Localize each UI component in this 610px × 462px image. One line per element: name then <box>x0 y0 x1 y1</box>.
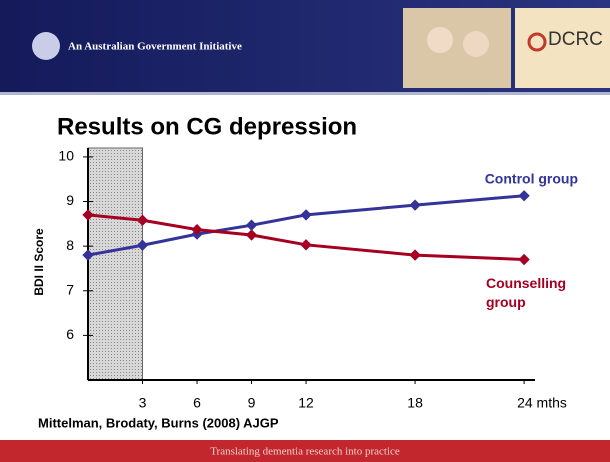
y-tick-label: 8 <box>66 237 74 253</box>
point-marker <box>300 239 312 251</box>
point-marker <box>136 239 149 251</box>
x-tick-label: 24 mths <box>517 395 567 411</box>
x-tick-label: 18 <box>407 395 423 411</box>
point-marker <box>245 219 258 231</box>
chart-title: Results on CG depression <box>57 113 357 140</box>
point-marker <box>136 214 149 226</box>
logo-text: DCRC <box>548 29 603 50</box>
point-marker <box>518 190 530 202</box>
point-marker <box>409 249 421 261</box>
x-tick-label: 9 <box>248 395 256 411</box>
footer-text: Translating dementia research into pract… <box>210 446 400 458</box>
footer-band <box>0 440 610 462</box>
crest <box>32 32 60 60</box>
shaded-region <box>87 147 144 381</box>
y-tick-label: 10 <box>58 148 74 164</box>
point-marker <box>245 229 258 241</box>
y-axis-label: BDI II Score <box>32 228 46 296</box>
y-tick-label: 6 <box>66 326 74 342</box>
source: Mittelman, Brodaty, Burns (2008) AJGP <box>38 415 279 430</box>
x-tick-label: 6 <box>193 395 201 411</box>
legend-label: Counselling group <box>486 275 566 310</box>
y-tick-label: 9 <box>66 192 74 208</box>
photo-figure <box>427 27 453 53</box>
x-tick-label: 12 <box>298 395 314 411</box>
header-rule <box>0 92 610 95</box>
photo <box>403 8 511 88</box>
logo-icon <box>527 32 547 52</box>
tagline: An Australian Government Initiative <box>68 41 242 53</box>
legend-label: Control group <box>485 171 578 187</box>
y-tick-label: 7 <box>66 281 74 297</box>
photo-figure <box>463 31 489 57</box>
point-marker <box>300 209 312 221</box>
point-marker <box>191 223 203 236</box>
point-marker <box>409 199 421 211</box>
plot: 6 7 8 9 10 3 6 9 12 18 24 mths Control group Counsel… <box>58 147 578 411</box>
x-tick-label: 3 <box>139 395 147 411</box>
